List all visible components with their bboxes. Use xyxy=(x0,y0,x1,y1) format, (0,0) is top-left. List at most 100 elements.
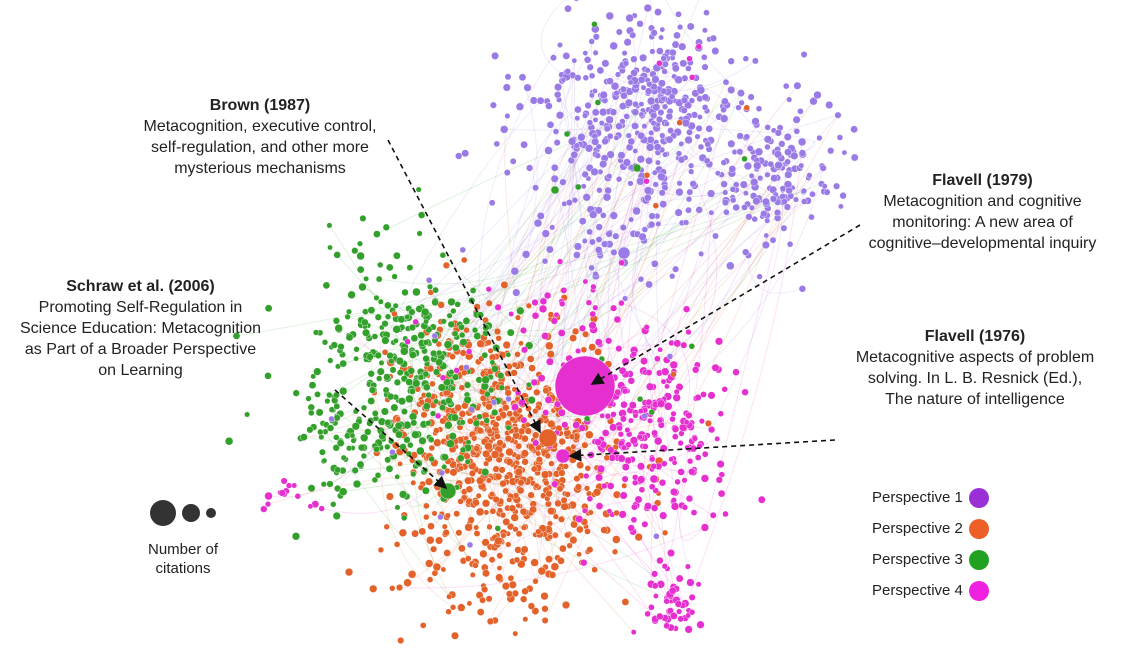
paper-node xyxy=(622,295,629,302)
paper-node xyxy=(594,152,602,159)
paper-node xyxy=(495,415,502,422)
paper-node xyxy=(620,415,627,423)
paper-node xyxy=(517,479,525,487)
paper-node xyxy=(494,525,501,532)
paper-node xyxy=(701,450,709,458)
paper-node xyxy=(664,383,670,390)
paper-node xyxy=(368,386,377,394)
paper-node xyxy=(536,96,545,105)
paper-node xyxy=(465,348,473,355)
paper-node xyxy=(571,197,579,204)
paper-node xyxy=(677,468,685,476)
paper-node xyxy=(657,79,666,88)
paper-node xyxy=(565,199,573,207)
paper-node xyxy=(594,99,602,106)
paper-node xyxy=(423,513,430,521)
paper-node xyxy=(522,616,529,623)
paper-node xyxy=(650,463,658,470)
paper-node xyxy=(637,462,645,471)
paper-node xyxy=(627,524,635,532)
paper-node xyxy=(761,241,770,249)
paper-node xyxy=(743,190,749,197)
citation-edge xyxy=(577,81,727,490)
paper-node xyxy=(397,461,403,467)
paper-node xyxy=(333,251,341,259)
paper-node xyxy=(320,481,327,488)
paper-node xyxy=(644,193,652,202)
paper-node xyxy=(660,87,668,95)
paper-node xyxy=(447,297,456,306)
paper-node xyxy=(425,559,434,568)
paper-node xyxy=(559,544,567,553)
paper-node xyxy=(569,334,577,342)
paper-node xyxy=(703,9,710,16)
paper-node xyxy=(485,286,492,293)
paper-node xyxy=(715,170,721,177)
paper-node xyxy=(643,177,650,185)
paper-node xyxy=(645,369,653,376)
paper-node xyxy=(403,436,411,444)
paper-node xyxy=(515,442,523,450)
paper-node xyxy=(505,447,514,457)
paper-node xyxy=(554,83,563,92)
paper-node xyxy=(344,313,351,320)
paper-node xyxy=(483,509,490,516)
paper-node xyxy=(292,389,300,397)
paper-node xyxy=(698,250,705,257)
paper-node xyxy=(431,510,438,517)
paper-node xyxy=(340,454,347,461)
citation-edge xyxy=(365,311,548,338)
paper-node xyxy=(728,165,737,173)
paper-node xyxy=(546,121,555,129)
paper-node xyxy=(422,355,430,363)
paper-node xyxy=(688,343,695,350)
paper-node xyxy=(586,119,594,126)
paper-node xyxy=(404,338,411,345)
paper-node xyxy=(541,605,549,613)
paper-node xyxy=(680,96,689,104)
paper-node xyxy=(366,353,374,361)
paper-node xyxy=(374,313,382,321)
paper-node xyxy=(526,355,535,363)
paper-node xyxy=(598,120,605,127)
paper-node xyxy=(224,437,234,446)
paper-node xyxy=(367,370,375,378)
paper-node xyxy=(321,457,328,464)
paper-node xyxy=(572,421,581,429)
paper-node xyxy=(550,54,557,62)
paper-node xyxy=(585,430,594,439)
paper-node xyxy=(508,504,517,512)
paper-node xyxy=(669,360,678,370)
paper-node xyxy=(280,477,288,485)
paper-node xyxy=(492,421,500,429)
paper-node xyxy=(425,420,432,427)
paper-node xyxy=(557,329,566,337)
paper-node xyxy=(720,106,727,114)
paper-node xyxy=(443,378,451,387)
paper-node xyxy=(395,430,404,439)
citation-edge xyxy=(415,383,562,416)
paper-node xyxy=(743,104,750,111)
paper-node xyxy=(574,115,581,122)
paper-node xyxy=(782,82,790,90)
paper-node xyxy=(596,464,605,473)
paper-node xyxy=(797,137,807,147)
paper-node xyxy=(617,454,626,463)
paper-node xyxy=(638,111,645,118)
paper-node xyxy=(550,562,560,571)
paper-node xyxy=(685,612,691,619)
paper-node xyxy=(533,482,540,489)
paper-node xyxy=(401,288,409,297)
paper-node xyxy=(535,528,542,535)
paper-node xyxy=(377,298,384,305)
paper-node xyxy=(483,460,490,467)
paper-node xyxy=(637,75,646,84)
paper-node xyxy=(542,409,550,416)
paper-node xyxy=(624,427,631,433)
paper-node xyxy=(391,273,398,280)
paper-node xyxy=(407,441,414,449)
citation-edge xyxy=(540,0,567,78)
paper-node xyxy=(549,224,556,231)
paper-node xyxy=(545,490,553,498)
paper-node xyxy=(536,212,545,220)
